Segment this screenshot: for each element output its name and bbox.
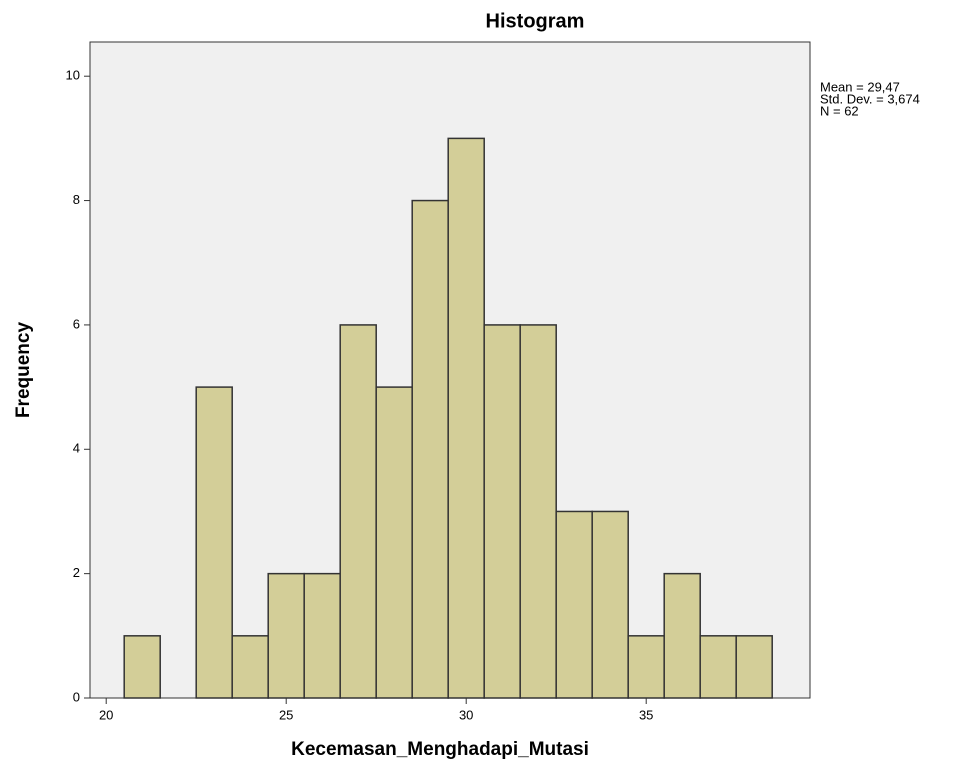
y-axis-title: Frequency xyxy=(13,322,34,419)
stats-note: Std. Dev. = 3,674 xyxy=(820,91,920,106)
x-tick-label: 25 xyxy=(279,707,293,722)
y-tick-label: 0 xyxy=(73,689,80,704)
stats-note: N = 62 xyxy=(820,103,859,118)
bar xyxy=(303,572,341,699)
y-tick-label: 4 xyxy=(73,441,80,456)
bar xyxy=(447,137,485,699)
bar xyxy=(483,324,521,699)
bar xyxy=(519,324,557,699)
bar xyxy=(231,635,269,699)
chart-title: Histogram xyxy=(486,10,585,32)
bar xyxy=(195,386,233,699)
bar xyxy=(555,510,593,699)
bar xyxy=(267,572,305,699)
bar xyxy=(411,199,449,699)
bar xyxy=(123,635,161,699)
bar xyxy=(699,635,737,699)
x-tick-label: 30 xyxy=(459,707,473,722)
bar xyxy=(591,510,629,699)
x-tick-label: 20 xyxy=(99,707,113,722)
stats-note: Mean = 29,47 xyxy=(820,79,900,94)
bar xyxy=(339,324,377,699)
y-tick-label: 10 xyxy=(66,68,80,83)
bar xyxy=(735,635,773,699)
x-tick-label: 35 xyxy=(639,707,653,722)
bar xyxy=(627,635,665,699)
bar xyxy=(663,572,701,699)
y-tick-label: 6 xyxy=(73,316,80,331)
bar xyxy=(375,386,413,699)
y-tick-label: 2 xyxy=(73,565,80,580)
x-axis-title: Kecemasan_Menghadapi_Mutasi xyxy=(291,739,589,760)
y-tick-label: 8 xyxy=(73,192,80,207)
